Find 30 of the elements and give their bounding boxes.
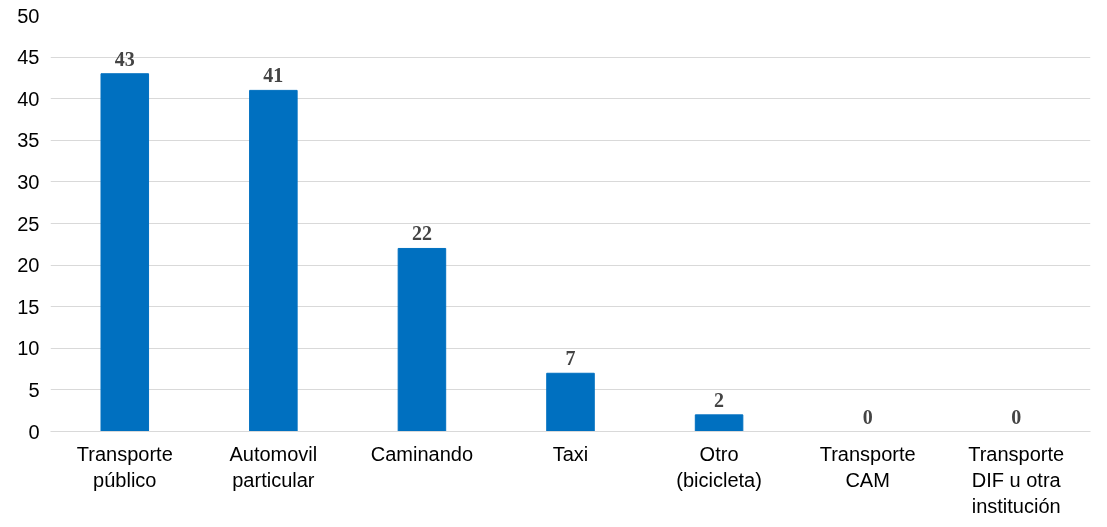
y-tick-label: 40: [17, 87, 40, 110]
bar: [694, 414, 744, 432]
data-label: 43: [114, 47, 135, 70]
x-tick-label: Otro (bicicleta): [676, 442, 762, 491]
y-tick-label: 45: [17, 46, 40, 69]
y-tick-label: 35: [17, 129, 40, 152]
data-label: 2: [714, 388, 725, 411]
bar: [100, 73, 150, 432]
y-tick-label: 30: [17, 170, 40, 193]
data-label: 0: [862, 405, 873, 428]
y-tick-label: 0: [28, 420, 40, 443]
y-tick-label: 20: [17, 254, 40, 277]
x-tick-label: Transporte DIF u otra institución: [968, 442, 1065, 518]
x-tick-label: Taxi: [552, 442, 589, 465]
bar: [249, 89, 298, 432]
bar: [546, 372, 595, 432]
x-tick-label: Automovil particular: [229, 442, 318, 491]
y-tick-label: 5: [28, 378, 40, 401]
x-tick-label: Caminando: [370, 442, 474, 465]
y-tick-label: 50: [17, 4, 40, 27]
data-label: 22: [411, 222, 432, 245]
data-label: 7: [565, 347, 576, 370]
bar: [397, 247, 447, 432]
data-label: 0: [1011, 405, 1022, 428]
y-tick-label: 15: [17, 295, 40, 318]
y-tick-label: 25: [17, 212, 40, 235]
x-tick-label: Transporte público: [76, 442, 173, 491]
data-label: 41: [263, 64, 284, 87]
y-tick-label: 10: [17, 337, 40, 360]
x-tick-label: Transporte CAM: [819, 442, 916, 491]
